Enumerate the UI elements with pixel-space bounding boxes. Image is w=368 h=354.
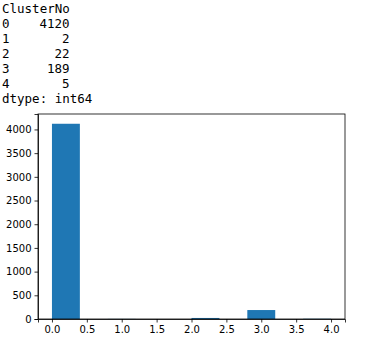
tick-mark <box>331 319 332 323</box>
x-axis: 0.0 0.5 1.0 1.5 2.0 2.5 3.0 3.5 4.0 <box>39 319 346 335</box>
tick: 0 <box>25 314 38 325</box>
tick-mark <box>35 129 39 130</box>
row-count: 22 <box>54 46 69 61</box>
tick-label: 2.0 <box>184 324 200 335</box>
tick: 4.0 <box>324 319 340 335</box>
tick-label: 500 <box>12 290 31 301</box>
row-count: 2 <box>62 31 70 46</box>
tick-label: 0.0 <box>45 324 61 335</box>
tick-label: 4000 <box>6 124 31 135</box>
tick-label: 1.5 <box>149 324 165 335</box>
tick: 3.0 <box>254 319 270 335</box>
tick-mark <box>261 319 262 323</box>
tick-mark <box>35 153 39 154</box>
tick-label: 3500 <box>6 148 31 159</box>
tick-label: 3.5 <box>289 324 305 335</box>
bar <box>247 310 275 319</box>
tick: 1.0 <box>114 319 130 335</box>
tick: 4000 <box>6 124 38 135</box>
tick-label: 1500 <box>6 243 31 254</box>
tick-label: 2.5 <box>219 324 235 335</box>
row-count: 189 <box>47 61 70 76</box>
tick-mark <box>296 319 297 323</box>
row-index: 2 <box>2 46 10 61</box>
tick: 3.5 <box>289 319 305 335</box>
row-index: 4 <box>2 76 10 91</box>
tick-label: 2000 <box>6 219 31 230</box>
tick-label: 3000 <box>6 172 31 183</box>
text-output: ClusterNo0412012222318945dtype: int64 <box>2 1 92 106</box>
tick: 3000 <box>6 172 38 183</box>
tick-mark <box>35 177 39 178</box>
tick: 1000 <box>6 266 38 277</box>
tick: 2.5 <box>219 319 235 335</box>
footer: dtype: int64 <box>2 91 92 106</box>
tick-mark <box>87 319 88 323</box>
axis-line <box>39 320 346 323</box>
tick: 1.5 <box>149 319 165 335</box>
tick-mark <box>35 319 39 320</box>
page: ClusterNo0412012222318945dtype: int640.0… <box>0 0 368 354</box>
tick: 2500 <box>6 195 38 206</box>
tick-mark <box>35 272 39 273</box>
tick: 3500 <box>6 148 38 159</box>
tick-mark <box>192 319 193 323</box>
tick-mark <box>157 319 158 323</box>
y-axis: 0 500 1000 1500 2000 2500 3000 3500 4000 <box>6 115 38 325</box>
tick-mark <box>226 319 227 323</box>
tick: 0.5 <box>79 319 95 335</box>
row-count: 5 <box>62 76 70 91</box>
tick-mark <box>35 224 39 225</box>
tick-mark <box>35 248 39 249</box>
row-index: 0 <box>2 16 10 31</box>
bars <box>52 124 331 319</box>
tick-mark <box>122 319 123 323</box>
row-index: 3 <box>2 61 10 76</box>
tick: 2000 <box>6 219 38 230</box>
tick-label: 3.0 <box>254 324 270 335</box>
tick-label: 2500 <box>6 195 31 206</box>
tick-label: 0 <box>25 314 31 325</box>
tick-mark <box>35 201 39 202</box>
tick: 1500 <box>6 243 38 254</box>
row-count: 4120 <box>39 16 69 31</box>
tick: 500 <box>12 290 38 301</box>
tick: 2.0 <box>184 319 200 335</box>
bar <box>52 124 80 319</box>
tick-label: 4.0 <box>324 324 340 335</box>
tick-mark <box>52 319 53 323</box>
tick-mark <box>35 295 39 296</box>
tick-label: 1000 <box>6 266 31 277</box>
plot-frame <box>38 114 345 319</box>
tick: 0.0 <box>45 319 61 335</box>
tick-label: 0.5 <box>79 324 95 335</box>
row-index: 1 <box>2 31 10 46</box>
tick-label: 1.0 <box>114 324 130 335</box>
header: ClusterNo <box>2 1 70 16</box>
